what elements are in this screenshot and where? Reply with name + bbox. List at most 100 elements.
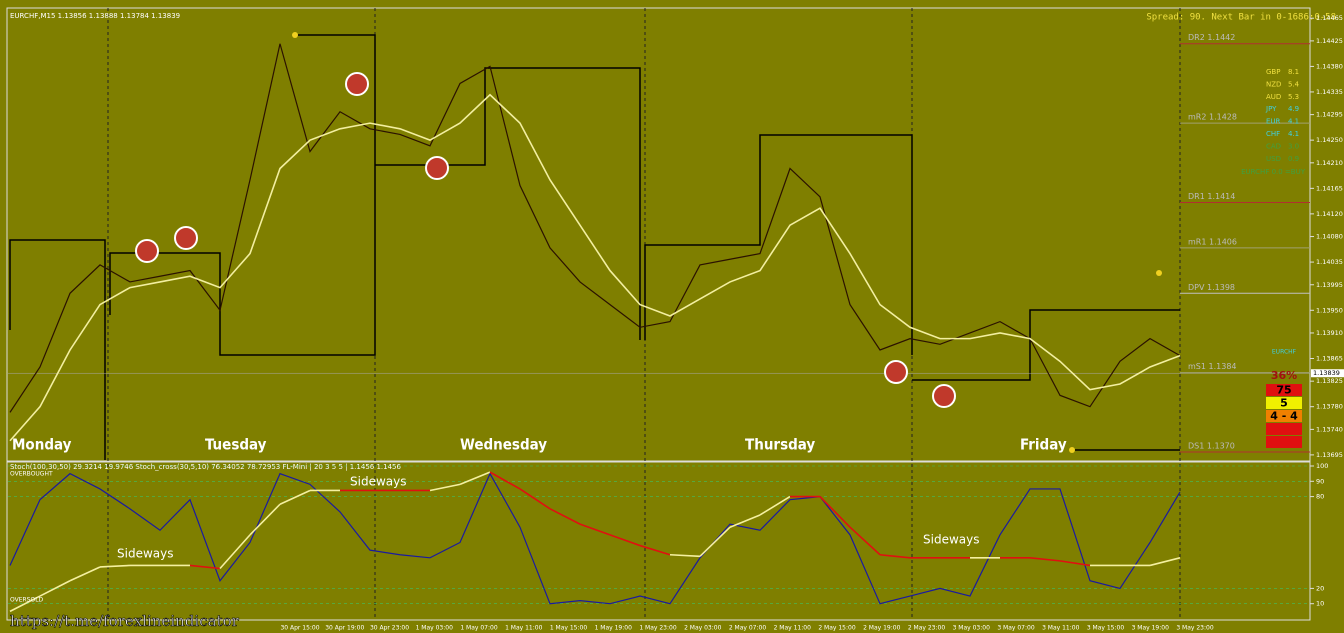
- indicator-frame: [6, 461, 1311, 621]
- signal-segment: [1029, 557, 1061, 562]
- y-tick-label: 90: [1316, 477, 1324, 485]
- signal-segment: [699, 526, 731, 557]
- x-tick-label: 2 May 23:00: [908, 625, 946, 632]
- signal-segment: [219, 534, 251, 570]
- y-tick-label: 80: [1316, 493, 1324, 501]
- series-line: [9, 93, 1181, 442]
- signal-segment: [609, 534, 641, 547]
- indicator-annotation: OVERSOLD: [10, 597, 44, 604]
- x-tick-label: 2 May 07:00: [729, 625, 767, 632]
- signal-segment: [819, 496, 851, 528]
- signal-segment: [879, 553, 911, 559]
- y-tick-label: 1.14120: [1316, 210, 1343, 218]
- currency-value: 0.9: [1288, 155, 1299, 163]
- y-tick-label: 1.13740: [1316, 425, 1343, 433]
- x-tick-label: 30 Apr 19:00: [325, 625, 364, 632]
- signal-segment: [9, 595, 41, 613]
- day-label: Monday: [12, 436, 72, 454]
- y-tick-label: 1.13995: [1316, 281, 1343, 289]
- x-tick-label: 1 May 19:00: [595, 625, 633, 632]
- symbol-header: EURCHF,M15 1.13856 1.13888 1.13784 1.138…: [10, 12, 180, 20]
- signal-value: 75: [1276, 384, 1291, 397]
- x-tick-label: 30 Apr 15:00: [280, 625, 319, 632]
- y-tick-label: 1.14465: [1316, 14, 1343, 22]
- watermark-url: https://t.me/forexlineindicator: [10, 612, 240, 630]
- y-tick-label: 1.14380: [1316, 62, 1343, 70]
- y-tick-label: 1.14295: [1316, 111, 1343, 119]
- currency-name: CAD: [1266, 142, 1281, 150]
- currency-name: USD: [1266, 155, 1281, 163]
- day-label: Thursday: [745, 436, 815, 454]
- y-tick-label: 100: [1316, 462, 1328, 470]
- spread-info: Spread: 90. Next Bar in 0-1686:0-58: [1146, 13, 1336, 23]
- x-tick-label: 3 May 07:00: [997, 625, 1035, 632]
- currency-name: CHF: [1266, 130, 1280, 138]
- main-frame: [6, 7, 1311, 462]
- y-tick-label: 1.14080: [1316, 233, 1343, 241]
- x-tick-label: 3 May 03:00: [953, 625, 991, 632]
- y-tick-label: 1.14425: [1316, 37, 1343, 45]
- currency-name: JPY: [1265, 105, 1277, 113]
- currency-value: 4.1: [1288, 118, 1299, 126]
- signal-segment: [669, 553, 701, 558]
- indicator-title: Stoch(100,30,50) 29.3214 19.9746 Stoch_c…: [10, 463, 401, 471]
- signal-segment: [549, 508, 581, 525]
- signal-cell: [1266, 384, 1302, 396]
- signal-segment: [69, 566, 101, 582]
- indicator-annotation: Sideways: [923, 533, 979, 547]
- signal-segment: [1059, 560, 1091, 567]
- indicator-annotation: OVERBOUGHT: [10, 471, 53, 478]
- pivot-label: mS1 1.1384: [1188, 362, 1237, 371]
- signal-segment: [189, 564, 221, 570]
- signal-segment: [99, 564, 131, 568]
- y-tick-label: 10: [1316, 600, 1324, 608]
- currency-name: AUD: [1266, 93, 1281, 101]
- y-tick-label: 1.14035: [1316, 258, 1343, 266]
- currency-name: GBP: [1266, 68, 1280, 76]
- signal-percent: 36%: [1271, 369, 1297, 382]
- x-tick-label: 2 May 15:00: [818, 625, 856, 632]
- signal-segment: [489, 471, 521, 490]
- y-tick-label: 1.14210: [1316, 159, 1343, 167]
- currency-name: NZD: [1266, 80, 1281, 88]
- x-tick-label: 2 May 03:00: [684, 625, 722, 632]
- current-price-label: 1.13839: [1313, 369, 1340, 377]
- signal-segment: [579, 523, 611, 536]
- y-tick-label: 1.13910: [1316, 329, 1343, 337]
- pivot-label: DPV 1.1398: [1188, 283, 1235, 292]
- signal-segment: [279, 489, 311, 505]
- signal-segment: [759, 495, 791, 516]
- signal-pair: EURCHF: [1272, 349, 1297, 356]
- x-tick-label: 3 May 11:00: [1042, 625, 1080, 632]
- currency-name: EUR: [1266, 118, 1281, 126]
- x-tick-label: 1 May 07:00: [460, 625, 498, 632]
- day-label: Wednesday: [460, 436, 547, 454]
- pivot-label: DS1 1.1370: [1188, 442, 1235, 451]
- signal-value: 4 - 4: [1270, 410, 1298, 423]
- pivot-label: mR2 1.1428: [1188, 113, 1237, 122]
- signal-segment: [849, 526, 881, 556]
- day-label: Friday: [1020, 436, 1067, 454]
- indicator-annotation: Sideways: [350, 475, 406, 489]
- y-tick-label: 1.14250: [1316, 136, 1343, 144]
- signal-cell: [1266, 410, 1302, 422]
- y-tick-label: 1.13695: [1316, 451, 1343, 459]
- current-price-box: [1311, 369, 1344, 378]
- y-tick-label: 1.13780: [1316, 403, 1343, 411]
- x-tick-label: 3 May 23:00: [1176, 625, 1214, 632]
- pivot-label: DR1 1.1414: [1188, 192, 1235, 201]
- signal-segment: [459, 471, 491, 486]
- signal-segment: [1149, 557, 1181, 567]
- y-tick-label: 1.13950: [1316, 306, 1343, 314]
- x-tick-label: 3 May 15:00: [1087, 625, 1125, 632]
- signal-cell: [1266, 436, 1302, 448]
- signal-markers: [135, 32, 1162, 453]
- indicator-annotation: Sideways: [117, 547, 173, 561]
- y-tick-label: 1.14165: [1316, 184, 1343, 192]
- signal-cell: [1266, 423, 1302, 435]
- x-tick-label: 2 May 11:00: [774, 625, 812, 632]
- pivot-label: DR2 1.1442: [1188, 33, 1235, 42]
- signal-cell: [1266, 397, 1302, 409]
